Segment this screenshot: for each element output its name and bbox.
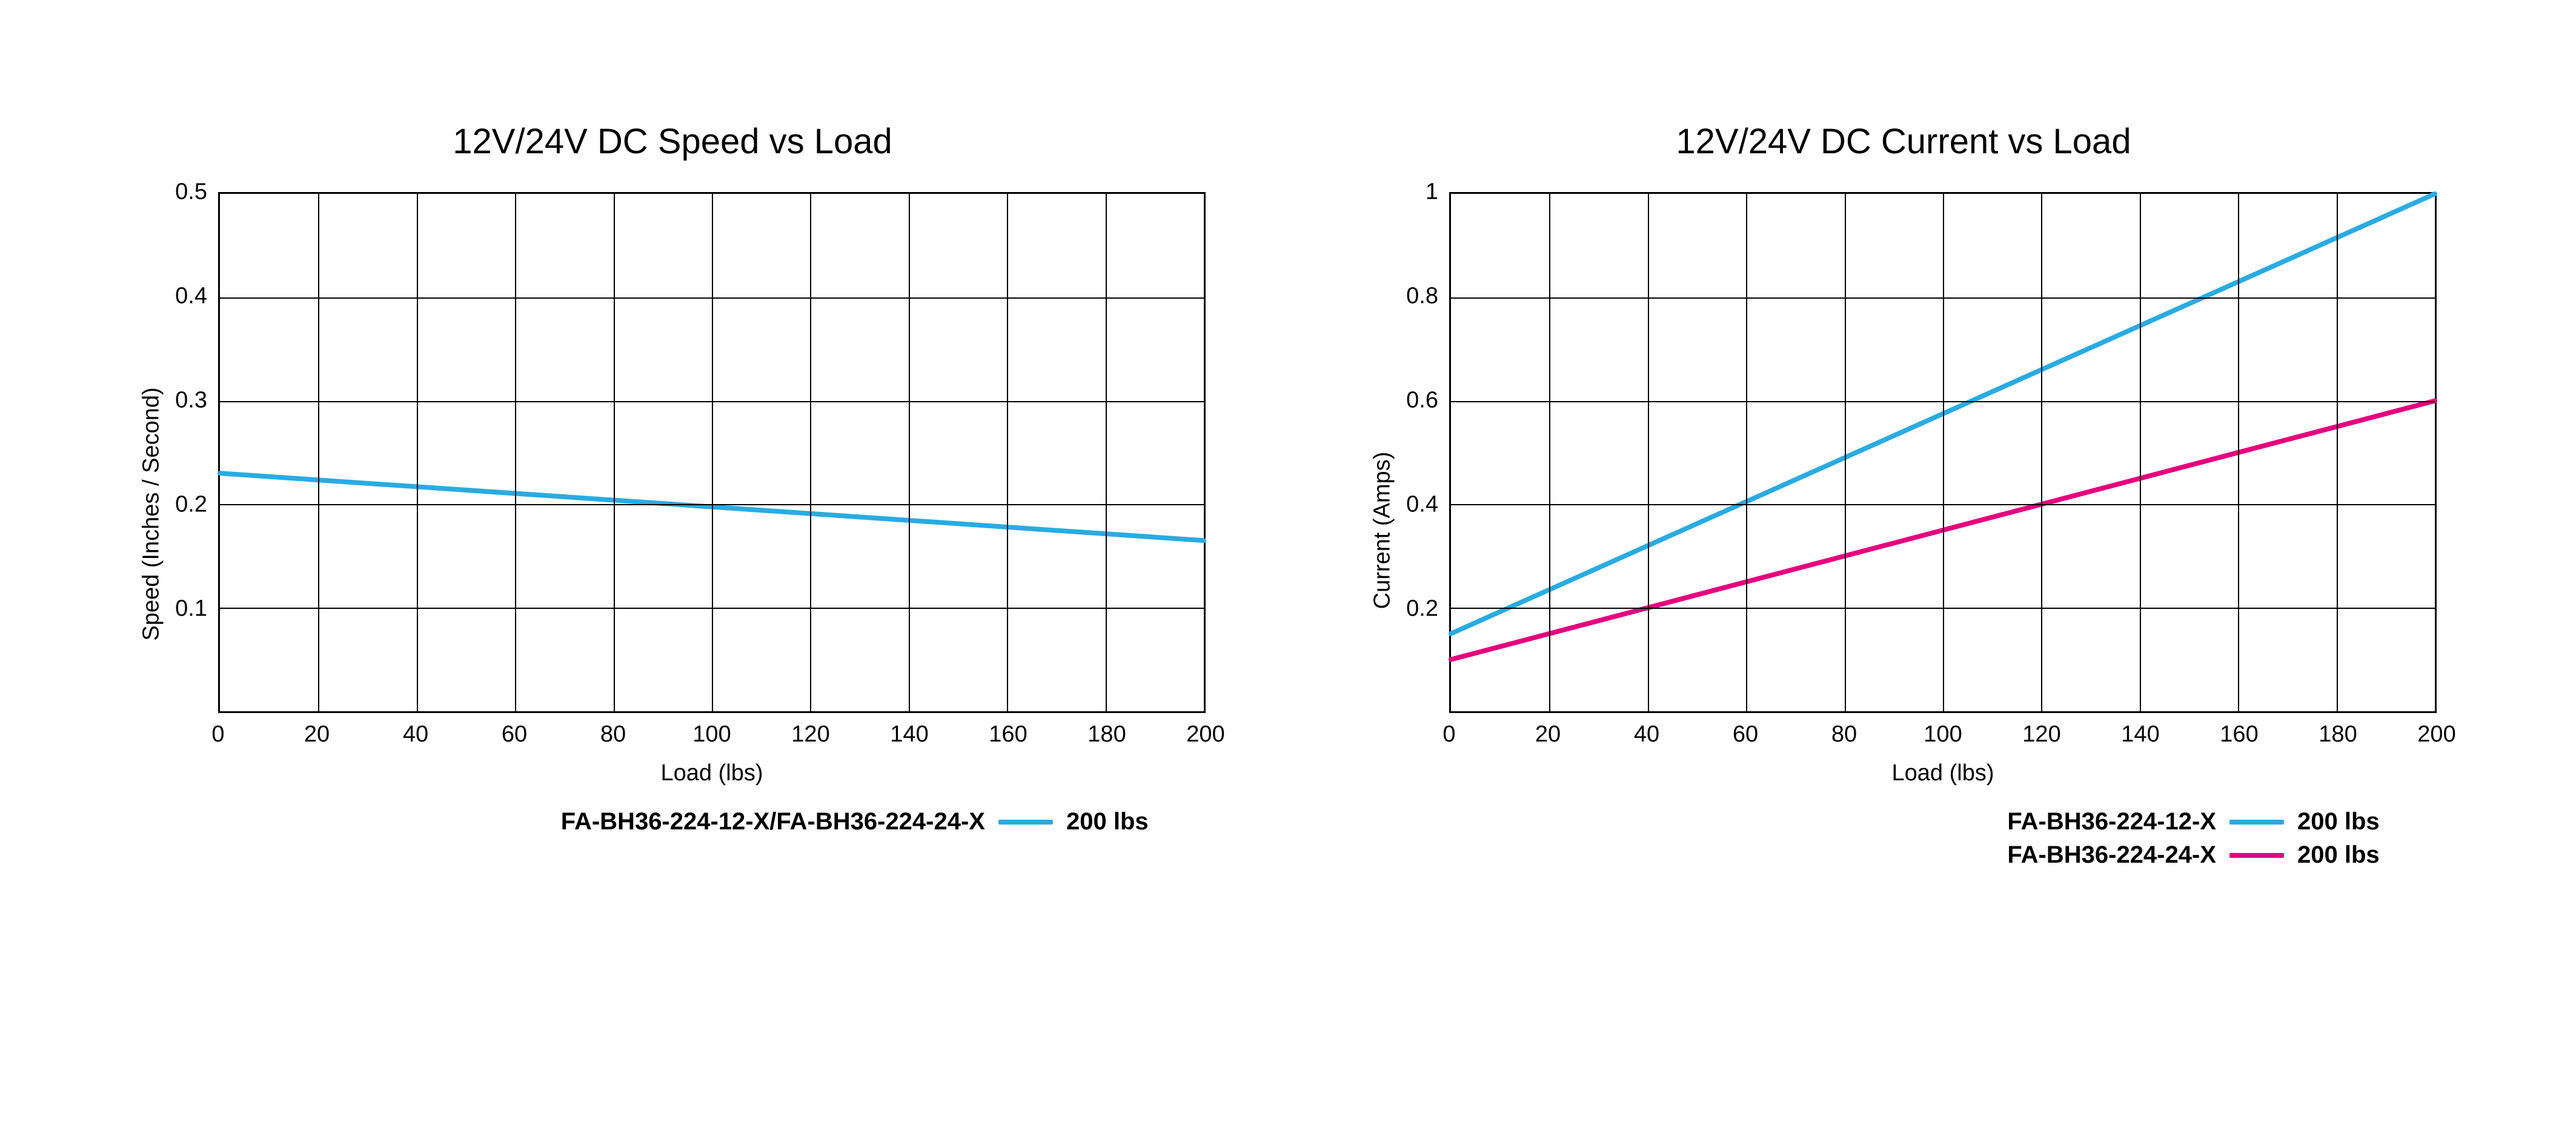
gridline-horizontal — [1451, 297, 2435, 299]
plot-wrap: 0.10.20.30.40.5 020406080100120140160180… — [164, 192, 1206, 835]
plot-wrap: 0.20.40.60.81 02040608010012014016018020… — [1395, 192, 2437, 869]
x-axis-ticks: 020406080100120140160180200 — [1449, 713, 2437, 749]
gridline-vertical — [1648, 194, 1649, 711]
y-tick-label: 0.8 — [1406, 284, 1438, 310]
y-axis-label: Current (Amps) — [1370, 452, 1396, 609]
gridline-vertical — [515, 194, 516, 711]
gridline-vertical — [2337, 194, 2338, 711]
y-tick-label: 0.2 — [175, 492, 207, 518]
current-chart-panel: 12V/24V DC Current vs Load Current (Amps… — [1370, 121, 2437, 975]
gridline-horizontal — [1451, 401, 2435, 402]
gridline-horizontal — [1451, 608, 2435, 609]
legend-swatch — [2229, 853, 2284, 858]
speed-chart-panel: 12V/24V DC Speed vs Load Speed (Inches /… — [139, 121, 1206, 975]
gridline-horizontal — [220, 608, 1204, 609]
gridline-vertical — [1845, 194, 1846, 711]
y-axis-label: Speed (Inches / Second) — [139, 387, 165, 640]
gridline-vertical — [1106, 194, 1107, 711]
x-tick-label: 200 — [2417, 722, 2455, 748]
y-tick-label: 0.5 — [175, 179, 207, 205]
x-axis-label: Load (lbs) — [218, 760, 1206, 786]
x-axis-label: Load (lbs) — [1449, 760, 2437, 786]
page: 12V/24V DC Speed vs Load Speed (Inches /… — [0, 0, 2576, 1145]
legend-swatch — [998, 820, 1053, 825]
legend: FA-BH36-224-12-X 200 lbs FA-BH36-224-24-X 2… — [1449, 808, 2437, 869]
gridline-horizontal — [220, 504, 1204, 505]
gridline-vertical — [1943, 194, 1944, 711]
x-tick-label: 120 — [2022, 722, 2060, 748]
gridline-vertical — [909, 194, 910, 711]
legend-value: 200 lbs — [2297, 808, 2388, 835]
gridline-vertical — [1549, 194, 1550, 711]
plot-area — [218, 192, 1206, 713]
y-tick-label: 0.1 — [175, 596, 207, 622]
chart-title: 12V/24V DC Current vs Load — [1676, 121, 2131, 162]
x-tick-label: 100 — [1924, 722, 1962, 748]
x-tick-label: 160 — [989, 722, 1027, 748]
legend-item: FA-BH36-224-12-X 200 lbs — [2007, 808, 2437, 835]
gridline-vertical — [1007, 194, 1008, 711]
legend-value: 200 lbs — [1066, 808, 1157, 835]
gridline-vertical — [712, 194, 713, 711]
x-tick-label: 80 — [600, 722, 626, 748]
gridline-horizontal — [220, 297, 1204, 299]
x-tick-label: 60 — [502, 722, 527, 748]
x-tick-label: 140 — [890, 722, 928, 748]
chart-title: 12V/24V DC Speed vs Load — [453, 121, 892, 162]
x-tick-label: 40 — [403, 722, 428, 748]
legend-item: FA-BH36-224-12-X/FA-BH36-224-24-X 200 lbs — [561, 808, 1206, 835]
x-tick-label: 120 — [791, 722, 829, 748]
x-tick-label: 0 — [211, 722, 224, 748]
y-tick-label: 0.3 — [175, 388, 207, 414]
chart-area: Speed (Inches / Second) 0.10.20.30.40.5 … — [139, 192, 1206, 835]
x-tick-label: 140 — [2121, 722, 2159, 748]
x-tick-label: 80 — [1831, 722, 1857, 748]
x-tick-label: 60 — [1733, 722, 1758, 748]
legend-value: 200 lbs — [2297, 841, 2388, 869]
x-axis-ticks: 020406080100120140160180200 — [218, 713, 1206, 749]
gridline-vertical — [318, 194, 319, 711]
gridline-vertical — [2140, 194, 2141, 711]
y-tick-label: 0.2 — [1406, 596, 1438, 622]
x-tick-label: 160 — [2220, 722, 2258, 748]
ylabel-wrap: Current (Amps) — [1370, 192, 1395, 869]
x-tick-label: 20 — [1535, 722, 1561, 748]
y-tick-label: 0.6 — [1406, 388, 1438, 414]
plot-row: 0.20.40.60.81 — [1395, 192, 2437, 713]
x-tick-label: 0 — [1442, 722, 1455, 748]
ylabel-wrap: Speed (Inches / Second) — [139, 192, 164, 835]
gridline-vertical — [2041, 194, 2042, 711]
legend-series-name: FA-BH36-224-24-X — [2007, 841, 2216, 869]
x-tick-label: 100 — [692, 722, 731, 748]
x-tick-label: 180 — [2319, 722, 2357, 748]
gridline-vertical — [614, 194, 615, 711]
plot-area — [1449, 192, 2437, 713]
gridline-vertical — [810, 194, 811, 711]
gridline-vertical — [2238, 194, 2239, 711]
x-tick-label: 20 — [304, 722, 330, 748]
legend-item: FA-BH36-224-24-X 200 lbs — [2007, 841, 2437, 869]
gridline-horizontal — [220, 401, 1204, 402]
x-tick-label: 200 — [1186, 722, 1224, 748]
legend-series-name: FA-BH36-224-12-X — [2007, 808, 2216, 835]
legend-series-name: FA-BH36-224-12-X/FA-BH36-224-24-X — [561, 808, 985, 835]
y-axis-ticks: 0.20.40.60.81 — [1395, 192, 1449, 713]
gridline-horizontal — [1451, 504, 2435, 505]
y-tick-label: 1 — [1426, 179, 1438, 205]
plot-row: 0.10.20.30.40.5 — [164, 192, 1206, 713]
x-tick-label: 40 — [1634, 722, 1659, 748]
gridline-vertical — [1746, 194, 1747, 711]
chart-area: Current (Amps) 0.20.40.60.81 02040608010… — [1370, 192, 2437, 869]
gridline-vertical — [417, 194, 418, 711]
legend-swatch — [2229, 820, 2284, 825]
x-tick-label: 180 — [1087, 722, 1126, 748]
y-axis-ticks: 0.10.20.30.40.5 — [164, 192, 218, 713]
y-tick-label: 0.4 — [1406, 492, 1438, 518]
y-tick-label: 0.4 — [175, 284, 207, 310]
legend: FA-BH36-224-12-X/FA-BH36-224-24-X 200 lbs — [218, 808, 1206, 835]
